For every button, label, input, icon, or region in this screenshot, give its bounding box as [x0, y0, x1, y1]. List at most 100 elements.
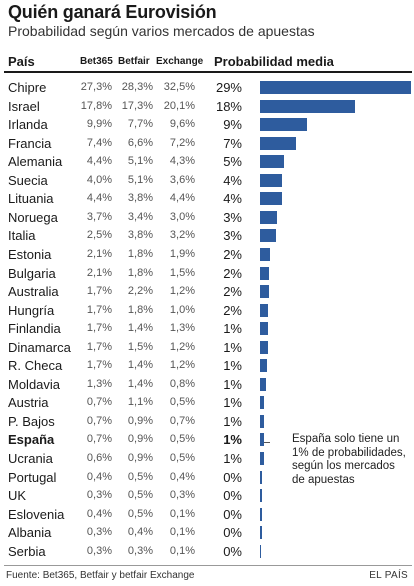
table-row: Eslovenia 0,4% 0,5% 0,1% 0% [0, 505, 414, 524]
country-label: Bulgaria [8, 265, 56, 281]
exchange-value: 0,4% [169, 470, 195, 483]
exchange-value: 1,5% [169, 266, 195, 279]
header-bet365: Bet365 [80, 56, 113, 67]
bar-mark [260, 192, 282, 206]
table-row: Chipre 27,3% 28,3% 32,5% 29% [0, 78, 414, 97]
table-row: Dinamarca 1,7% 1,5% 1,2% 1% [0, 338, 414, 357]
bar-mark [260, 99, 355, 113]
betfair-value: 0,5% [127, 507, 153, 520]
bet365-value: 9,9% [86, 118, 112, 131]
bet365-value: 0,3% [86, 544, 112, 557]
exchange-value: 0,1% [169, 507, 195, 520]
header-mean: Probabilidad media [214, 54, 334, 69]
exchange-value: 9,6% [169, 118, 195, 131]
exchange-value: 0,8% [169, 377, 195, 390]
bet365-value: 1,7% [86, 285, 112, 298]
betfair-value: 1,4% [127, 377, 153, 390]
bar-mark [260, 303, 268, 317]
table-row: P. Bajos 0,7% 0,9% 0,7% 1% [0, 412, 414, 431]
betfair-value: 1,5% [127, 340, 153, 353]
country-label: Italia [8, 228, 36, 244]
country-label: Serbia [8, 543, 46, 559]
exchange-value: 1,0% [169, 303, 195, 316]
country-label: Hungría [8, 302, 55, 318]
mean-value-label: 1% [223, 358, 242, 374]
bet365-value: 1,7% [86, 359, 112, 372]
bar-mark [260, 340, 268, 354]
country-label: Noruega [8, 209, 58, 225]
country-label: Albania [8, 525, 52, 541]
country-label: UK [8, 488, 27, 504]
betfair-value: 28,3% [121, 81, 153, 93]
mean-value-label: 9% [223, 117, 242, 133]
betfair-value: 17,3% [121, 99, 153, 112]
exchange-value: 32,5% [163, 81, 195, 93]
bar-mark [260, 433, 264, 447]
bet365-value: 1,7% [86, 303, 112, 316]
bar-mark [260, 544, 262, 558]
betfair-value: 3,4% [127, 210, 153, 223]
betfair-value: 0,3% [127, 544, 153, 557]
table-row: Bulgaria 2,1% 1,8% 1,5% 2% [0, 264, 414, 283]
bar-mark [260, 396, 265, 410]
betfair-value: 1,8% [127, 266, 153, 279]
bet365-value: 1,7% [86, 322, 112, 335]
bar-mark [260, 285, 269, 299]
country-label: Estonia [8, 246, 52, 262]
bar-mark [260, 229, 277, 243]
brand-logo-text: EL PAÍS [369, 570, 408, 581]
header-betfair: Betfair [118, 56, 150, 67]
spain-annotation: España solo tiene un 1% de probabilidade… [292, 433, 406, 486]
exchange-value: 20,1% [163, 99, 195, 112]
mean-value-label: 2% [223, 246, 242, 262]
country-label: P. Bajos [8, 413, 55, 429]
betfair-value: 0,9% [127, 414, 153, 427]
betfair-value: 1,4% [127, 322, 153, 335]
exchange-value: 1,2% [169, 285, 195, 298]
bet365-value: 0,7% [86, 396, 112, 409]
exchange-value: 1,2% [169, 359, 195, 372]
bar-mark [260, 210, 278, 224]
chart-subtitle: Probabilidad según varios mercados de ap… [8, 23, 315, 39]
exchange-value: 3,6% [169, 173, 195, 186]
bet365-value: 0,7% [86, 433, 112, 446]
country-label: Australia [8, 284, 59, 300]
bet365-value: 4,4% [86, 155, 112, 168]
table-row: Israel 17,8% 17,3% 20,1% 18% [0, 97, 414, 116]
betfair-value: 0,9% [127, 452, 153, 464]
betfair-value: 0,5% [127, 470, 153, 483]
mean-value-label: 0% [223, 525, 242, 541]
bar-mark [260, 377, 267, 391]
country-label: Chipre [8, 80, 47, 95]
table-row: Hungría 1,7% 1,8% 1,0% 2% [0, 301, 414, 320]
bet365-value: 27,3% [80, 81, 112, 93]
table-header: País Bet365 Betfair Exchange Probabilida… [0, 50, 414, 72]
exchange-value: 0,3% [169, 489, 195, 502]
mean-value-label: 1% [223, 339, 242, 355]
country-label: Portugal [8, 469, 57, 485]
bet365-value: 0,3% [86, 526, 112, 539]
bet365-value: 17,8% [80, 99, 112, 112]
footer-divider [4, 565, 412, 566]
bet365-value: 0,7% [86, 414, 112, 427]
exchange-value: 0,1% [169, 544, 195, 557]
mean-value-label: 1% [223, 376, 242, 392]
exchange-value: 0,5% [169, 396, 195, 409]
bet365-value: 2,5% [86, 229, 112, 242]
table-row: Ucrania 0,6% 0,9% 0,5% 1% [0, 449, 414, 468]
country-label: Austria [8, 395, 49, 411]
exchange-value: 1,9% [169, 247, 195, 260]
country-label: Suecia [8, 172, 48, 188]
mean-value-label: 0% [223, 506, 242, 522]
mean-value-label: 5% [223, 154, 242, 170]
table-row: Lituania 4,4% 3,8% 4,4% 4% [0, 189, 414, 208]
bet365-value: 1,7% [86, 340, 112, 353]
bet365-value: 2,1% [86, 266, 112, 279]
exchange-value: 7,2% [169, 136, 195, 149]
country-label: España [8, 432, 55, 448]
header-country: País [8, 54, 35, 69]
bet365-value: 4,4% [86, 192, 112, 205]
header-exchange: Exchange [156, 56, 204, 67]
bar-mark [260, 507, 262, 521]
country-label: Israel [8, 98, 40, 114]
